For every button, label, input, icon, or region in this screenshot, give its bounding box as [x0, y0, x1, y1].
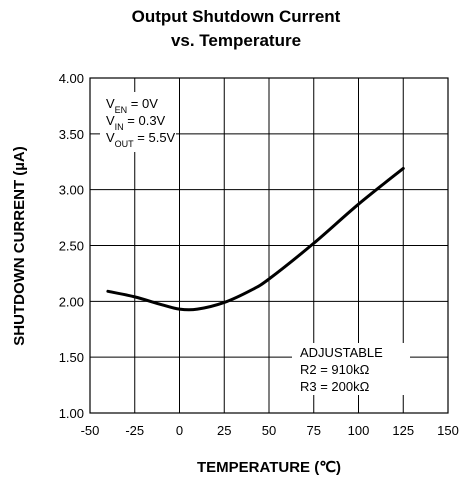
- y-tick-label: 2.00: [59, 294, 84, 309]
- x-tick-label: 75: [307, 423, 321, 438]
- x-tick-label: -50: [81, 423, 100, 438]
- y-tick-label: 4.00: [59, 71, 84, 86]
- annotation: VIN = 0.3V: [106, 113, 166, 132]
- annotation-text: V: [106, 113, 115, 128]
- annotation-text: V: [106, 130, 115, 145]
- y-tick-label: 1.50: [59, 350, 84, 365]
- annotation-text: = 0V: [127, 96, 158, 111]
- annotation-box: [292, 343, 410, 395]
- annotation-text: V: [106, 96, 115, 111]
- chart-title: vs. Temperature: [171, 31, 301, 50]
- annotation: R2 = 910kΩ: [300, 362, 370, 377]
- chart-title: Output Shutdown Current: [132, 7, 341, 26]
- annotation-text: ADJUSTABLE: [300, 345, 383, 360]
- x-tick-label: 50: [262, 423, 276, 438]
- annotation-subscript: OUT: [115, 139, 135, 149]
- annotation-box: [100, 92, 176, 152]
- x-tick-label: 0: [176, 423, 183, 438]
- annotation-text: R3 = 200kΩ: [300, 379, 370, 394]
- annotation-subscript: IN: [115, 122, 124, 132]
- annotation-text: = 5.5V: [134, 130, 176, 145]
- annotation-text: = 0.3V: [124, 113, 166, 128]
- annotation: R3 = 200kΩ: [300, 379, 370, 394]
- x-tick-label: 25: [217, 423, 231, 438]
- y-tick-label: 3.00: [59, 183, 84, 198]
- x-tick-label: -25: [125, 423, 144, 438]
- x-axis-label: TEMPERATURE (℃): [197, 459, 341, 476]
- y-tick-label: 3.50: [59, 127, 84, 142]
- y-axis-label: SHUTDOWN CURRENT (µA): [11, 146, 28, 345]
- annotation-text: R2 = 910kΩ: [300, 362, 370, 377]
- data-line: [106, 166, 405, 312]
- y-tick-label: 1.00: [59, 406, 84, 421]
- y-tick-label: 2.50: [59, 239, 84, 254]
- annotation: ADJUSTABLE: [300, 345, 383, 360]
- x-tick-label: 150: [437, 423, 459, 438]
- x-tick-label: 100: [348, 423, 370, 438]
- plot-frame: [89, 77, 449, 414]
- annotation: VEN = 0V: [106, 96, 158, 115]
- annotation-subscript: EN: [115, 105, 128, 115]
- x-tick-label: 125: [392, 423, 414, 438]
- annotation: VOUT = 5.5V: [106, 130, 176, 149]
